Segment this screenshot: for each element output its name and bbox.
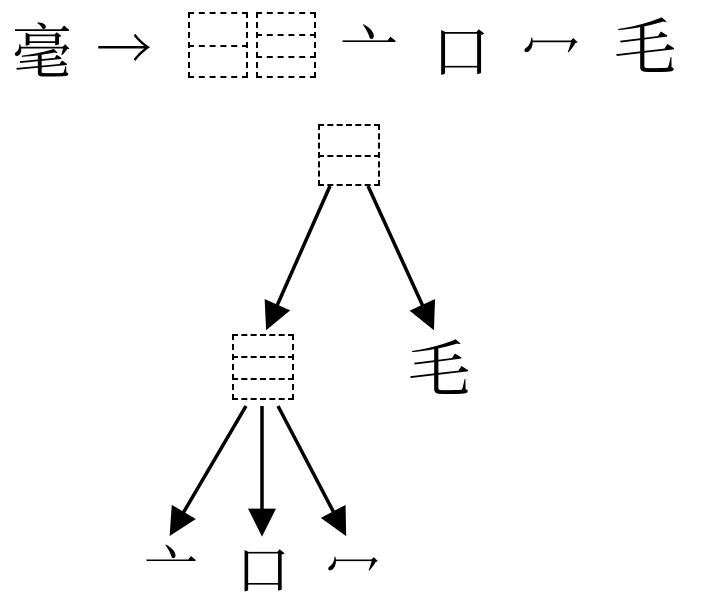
source-char: 毫 <box>12 18 72 78</box>
decompose-arrow: → <box>96 18 152 74</box>
edge-arrow <box>172 406 246 532</box>
edge-arrow <box>278 406 344 532</box>
edge-arrow <box>368 186 432 326</box>
tree-leaf-c: 冖 <box>326 540 380 594</box>
row-box-2 <box>188 12 248 78</box>
tree-mid-box <box>232 334 294 400</box>
tree-edges <box>0 0 704 606</box>
row-box-3 <box>256 12 316 78</box>
row-comp-0: 亠 <box>340 18 398 76</box>
row-comp-1: 口 <box>432 18 490 76</box>
tree-root-box <box>318 124 380 186</box>
row-comp-3: 毛 <box>614 12 676 74</box>
tree-leaf-mao: 毛 <box>408 334 470 396</box>
tree-leaf-a: 亠 <box>144 540 198 594</box>
tree-leaf-b: 口 <box>236 540 290 594</box>
edge-arrow <box>268 186 330 326</box>
row-comp-2: 冖 <box>522 18 580 76</box>
